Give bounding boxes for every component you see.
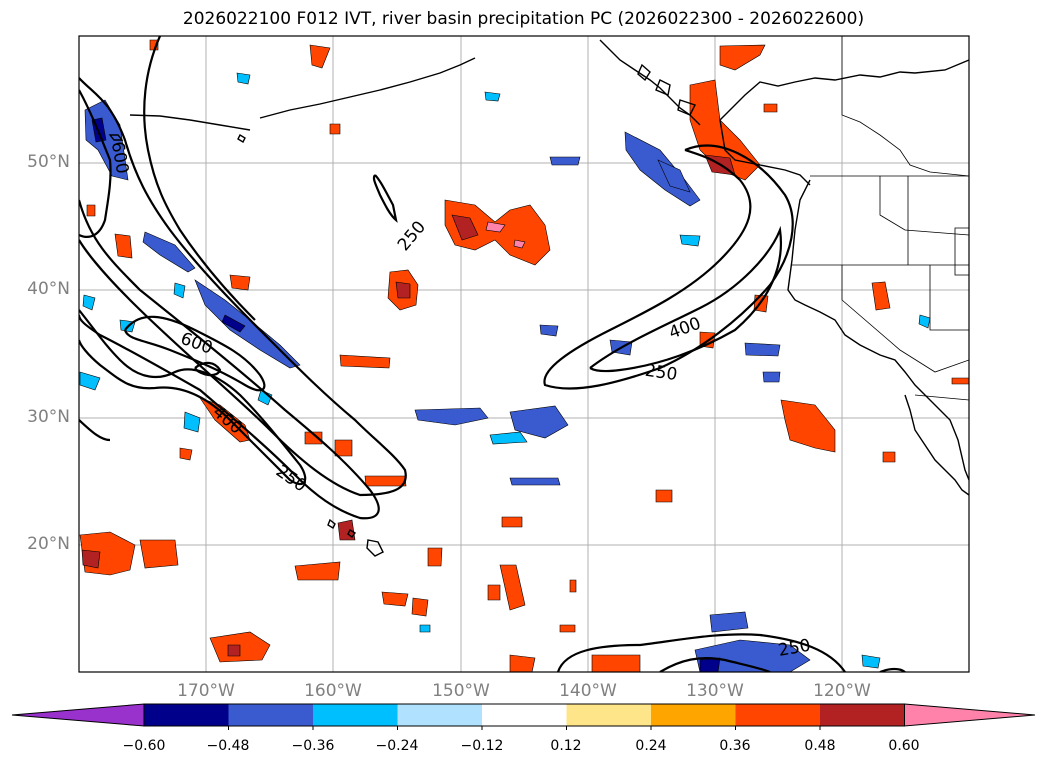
colorbar-segment <box>735 704 820 726</box>
colorbar <box>11 703 1036 730</box>
colorbar-segment <box>482 704 567 726</box>
map-title: 2026022100 F012 IVT, river basin precipi… <box>182 9 865 29</box>
colorbar-segment <box>820 704 905 726</box>
colorbar-tick-label: −0.60 <box>122 738 166 754</box>
colorbar-tick-label: 0.12 <box>550 738 582 754</box>
lon-label: 160°W <box>304 681 362 701</box>
colorbar-tick-label: −0.12 <box>460 738 504 754</box>
colorbar-tick-label: 0.48 <box>804 738 836 754</box>
map-frame <box>78 35 970 673</box>
lon-label: 120°W <box>813 681 871 701</box>
lon-label: 130°W <box>686 681 744 701</box>
map-panel: 600 250 600 400 250 400 250 250 <box>78 35 970 673</box>
lon-label: 140°W <box>559 681 617 701</box>
political-borders <box>792 36 969 401</box>
contour-label: 250 <box>644 361 679 385</box>
lat-label: 30°N <box>27 407 70 427</box>
lat-label: 50°N <box>27 152 70 172</box>
lat-label: 40°N <box>27 279 70 299</box>
positive-precip-patches <box>79 39 969 672</box>
negative-precip-patches <box>79 72 931 672</box>
ivt-contours <box>79 36 906 672</box>
lat-label: 20°N <box>27 534 70 554</box>
colorbar-tick-label: 0.60 <box>888 738 920 754</box>
map-background <box>79 36 969 672</box>
coastlines <box>108 39 969 557</box>
colorbar-tick-label: 0.36 <box>719 738 751 754</box>
colorbar-segment <box>566 704 651 726</box>
colorbar-segment <box>397 704 482 726</box>
colorbar-segment <box>651 704 736 726</box>
colorbar-extend-high <box>904 703 1036 727</box>
colorbar-outline <box>143 703 905 727</box>
colorbar-extend-low <box>11 703 145 727</box>
colorbar-segment <box>228 704 313 726</box>
lon-label: 150°W <box>432 681 490 701</box>
colorbar-tick-label: −0.36 <box>291 738 335 754</box>
colorbar-tick-label: −0.24 <box>375 738 419 754</box>
lon-label: 170°W <box>177 681 235 701</box>
colorbar-tick-label: −0.48 <box>206 738 250 754</box>
colorbar-segment <box>313 704 398 726</box>
colorbar-tick-label: 0.24 <box>635 738 667 754</box>
colorbar-segment <box>144 704 229 726</box>
